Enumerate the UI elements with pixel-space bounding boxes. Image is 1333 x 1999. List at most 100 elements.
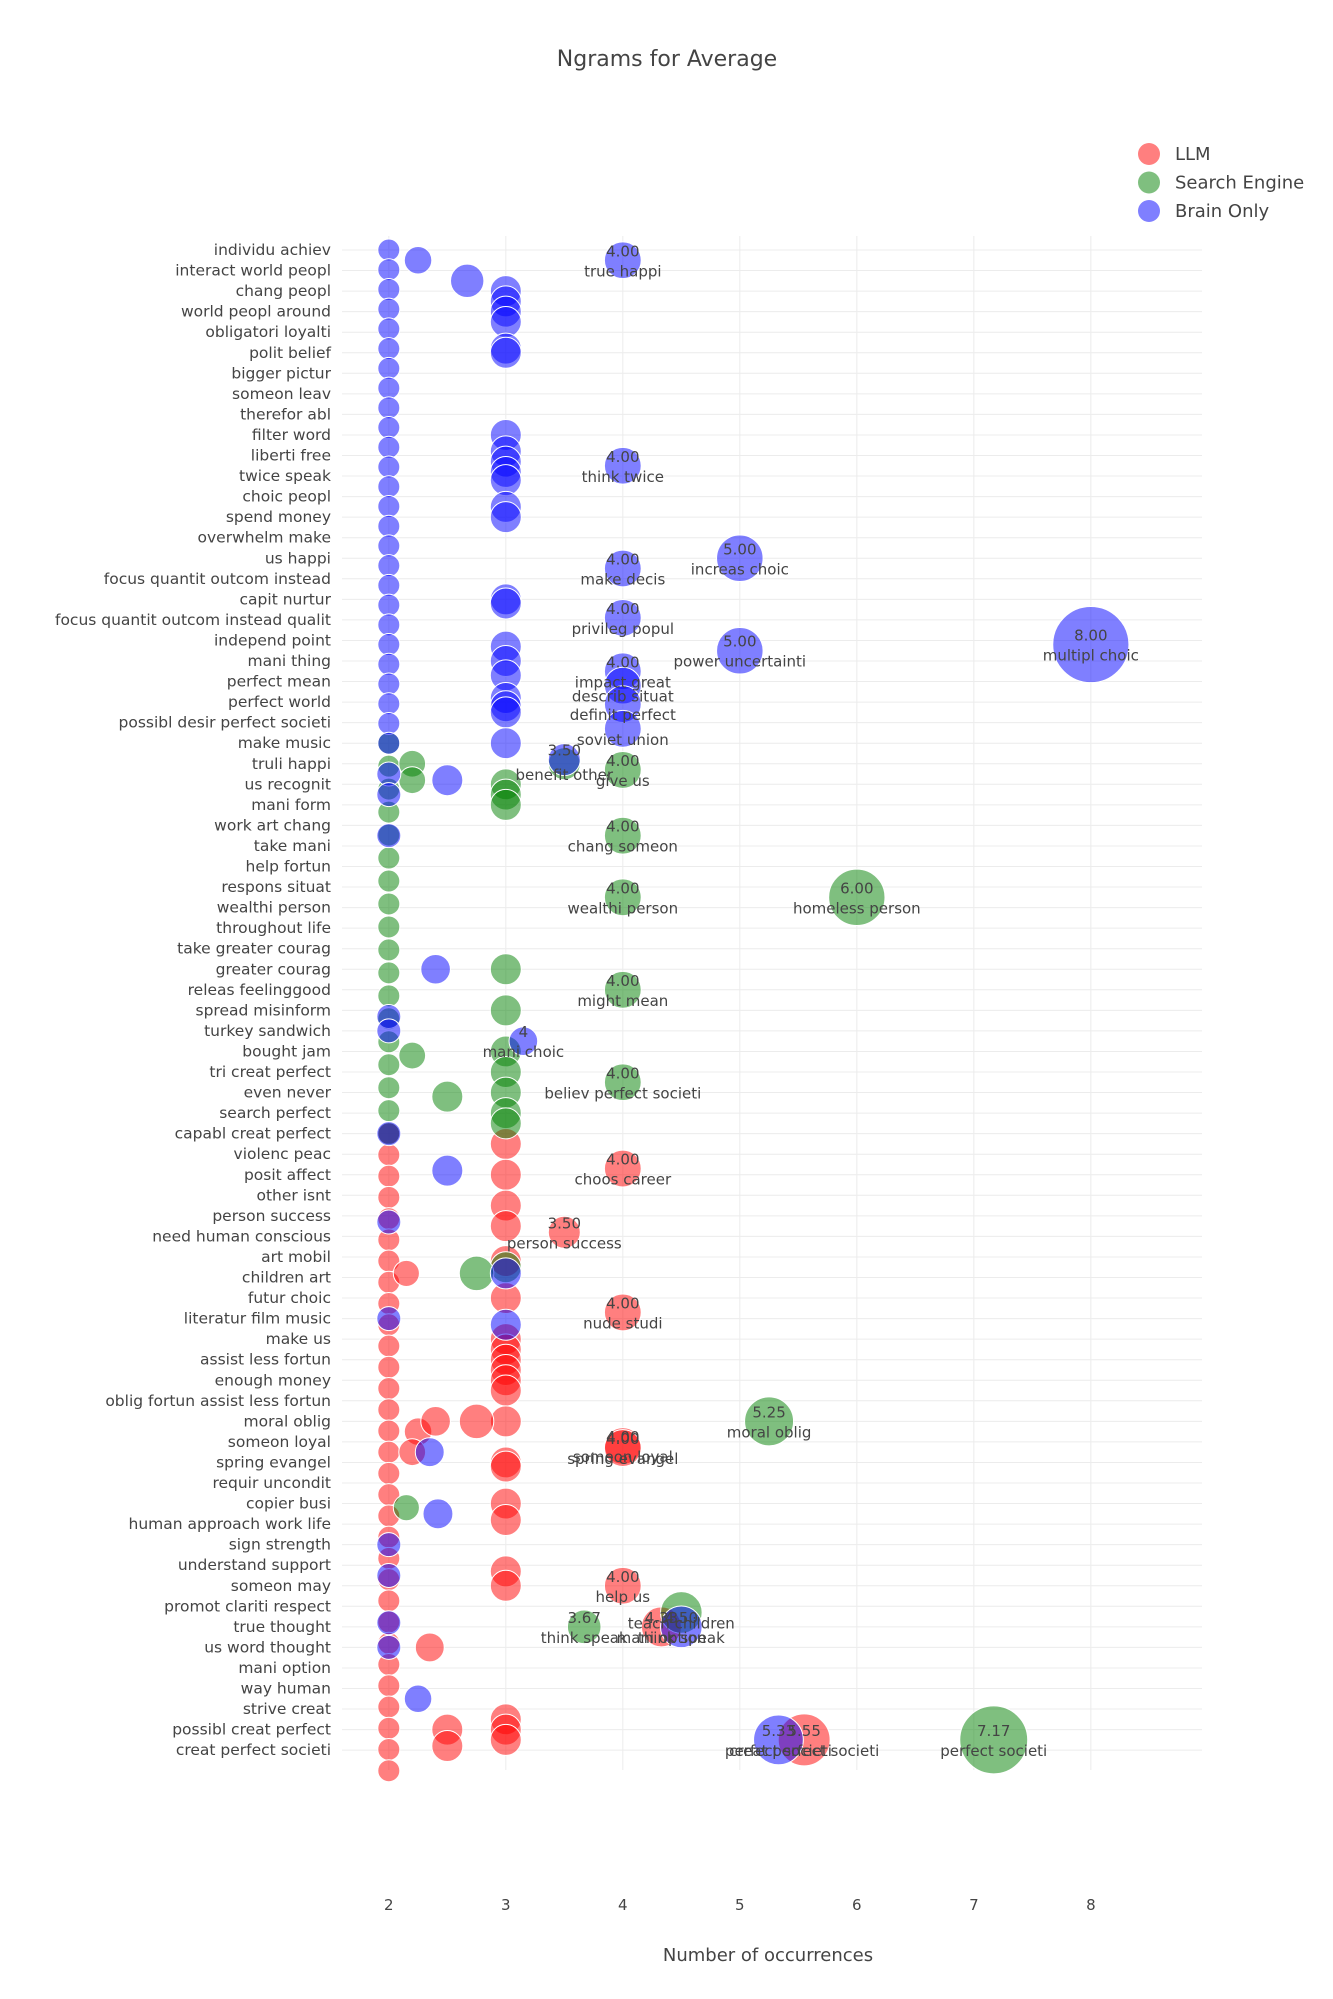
bubble-mark[interactable]: [431, 1730, 464, 1763]
bubble-mark[interactable]: [377, 396, 401, 420]
bubble-mark[interactable]: [377, 1185, 401, 1209]
bubble-mark[interactable]: [489, 336, 522, 369]
bubble-mark[interactable]: [377, 534, 401, 558]
bubble-mark[interactable]: [377, 1053, 401, 1077]
bubble-mark[interactable]: [377, 1099, 401, 1123]
bubble-mark[interactable]: [376, 1610, 402, 1636]
bubble-mark[interactable]: [414, 1632, 445, 1663]
bubble-mark[interactable]: [377, 1398, 401, 1422]
bubble-mark[interactable]: [377, 238, 401, 262]
bubble-mark[interactable]: [377, 573, 401, 597]
bubble-mark[interactable]: [377, 1589, 401, 1613]
bubble-mark[interactable]: [377, 376, 401, 400]
bubble-mark[interactable]: [753, 1714, 804, 1766]
bubble-mark[interactable]: [450, 263, 485, 299]
bubble-mark[interactable]: [422, 1498, 454, 1530]
bubble-mark[interactable]: [398, 766, 427, 795]
bubble-mark[interactable]: [603, 970, 642, 1009]
bubble-mark[interactable]: [431, 764, 464, 797]
bubble-mark[interactable]: [377, 1164, 401, 1188]
bubble-mark[interactable]: [377, 337, 401, 361]
bubble-mark[interactable]: [377, 1461, 401, 1485]
bubble-mark[interactable]: [376, 782, 402, 808]
bubble-mark[interactable]: [458, 1255, 495, 1292]
bubble-mark[interactable]: [377, 915, 401, 939]
bubble-mark[interactable]: [603, 1566, 642, 1605]
bubble-mark[interactable]: [377, 1419, 401, 1443]
bubble-mark[interactable]: [489, 1107, 522, 1140]
bubble-mark[interactable]: [377, 633, 401, 657]
bubble-mark[interactable]: [1052, 605, 1130, 684]
bubble-mark[interactable]: [392, 1259, 420, 1287]
bubble-mark[interactable]: [603, 816, 642, 855]
bubble-mark[interactable]: [547, 1215, 581, 1249]
bubble-mark[interactable]: [508, 1026, 539, 1056]
bubble-mark[interactable]: [489, 994, 522, 1027]
bubble-mark[interactable]: [603, 1429, 642, 1467]
bubble-mark[interactable]: [377, 984, 401, 1008]
bubble-mark[interactable]: [398, 1041, 427, 1070]
bubble-mark[interactable]: [377, 1355, 401, 1379]
bubble-mark[interactable]: [489, 1450, 522, 1483]
bubble-mark[interactable]: [603, 598, 642, 637]
bubble-mark[interactable]: [603, 446, 642, 485]
bubble-mark[interactable]: [377, 892, 401, 916]
bubble-mark[interactable]: [377, 277, 401, 301]
bubble-mark[interactable]: [377, 1695, 401, 1719]
bubble-mark[interactable]: [377, 1376, 401, 1400]
bubble-mark[interactable]: [376, 1634, 402, 1660]
bubble-mark[interactable]: [377, 846, 401, 870]
bubble-mark[interactable]: [377, 672, 401, 696]
bubble-mark[interactable]: [376, 1562, 402, 1588]
bubble-mark[interactable]: [716, 626, 764, 675]
bubble-mark[interactable]: [377, 692, 401, 716]
bubble-mark[interactable]: [377, 1143, 401, 1167]
bubble-mark[interactable]: [377, 731, 401, 755]
bubble-mark[interactable]: [489, 1569, 522, 1602]
bubble-mark[interactable]: [403, 246, 433, 275]
legend-marker[interactable]: [1138, 171, 1160, 194]
bubble-mark[interactable]: [377, 1334, 401, 1358]
bubble-mark[interactable]: [603, 1149, 642, 1188]
bubble-mark[interactable]: [489, 788, 522, 821]
bubble-mark[interactable]: [489, 1257, 522, 1290]
legend-label[interactable]: Search Engine: [1175, 173, 1304, 194]
bubble-mark[interactable]: [566, 1609, 602, 1645]
bubble-mark[interactable]: [377, 297, 401, 321]
bubble-mark[interactable]: [377, 494, 401, 518]
bubble-mark[interactable]: [377, 455, 401, 479]
bubble-mark[interactable]: [377, 1716, 401, 1740]
bubble-mark[interactable]: [377, 1759, 401, 1783]
bubble-mark[interactable]: [603, 549, 642, 588]
bubble-mark[interactable]: [376, 1209, 402, 1235]
bubble-mark[interactable]: [603, 241, 642, 280]
bubble-mark[interactable]: [489, 1405, 522, 1438]
bubble-mark[interactable]: [377, 514, 401, 538]
bubble-mark[interactable]: [377, 938, 401, 962]
bubble-mark[interactable]: [489, 953, 522, 986]
bubble-mark[interactable]: [603, 751, 642, 789]
bubble-mark[interactable]: [377, 435, 401, 459]
bubble-mark[interactable]: [377, 961, 401, 985]
bubble-mark[interactable]: [377, 317, 401, 341]
bubble-mark[interactable]: [489, 1723, 522, 1756]
bubble-mark[interactable]: [489, 1210, 522, 1243]
bubble-mark[interactable]: [603, 1293, 642, 1332]
legend-label[interactable]: Brain Only: [1175, 201, 1269, 222]
bubble-mark[interactable]: [458, 1403, 495, 1440]
bubble-mark[interactable]: [489, 1504, 522, 1536]
bubble-mark[interactable]: [603, 1063, 642, 1102]
bubble-mark[interactable]: [489, 1158, 522, 1191]
bubble-mark[interactable]: [377, 416, 401, 440]
bubble-mark[interactable]: [489, 696, 522, 729]
bubble-mark[interactable]: [377, 258, 401, 282]
bubble-mark[interactable]: [377, 554, 401, 578]
bubble-mark[interactable]: [376, 823, 402, 849]
bubble-mark[interactable]: [489, 501, 522, 534]
bubble-mark[interactable]: [377, 652, 401, 676]
bubble-mark[interactable]: [489, 1308, 522, 1341]
bubble-mark[interactable]: [376, 1018, 402, 1044]
bubble-mark[interactable]: [377, 356, 401, 380]
bubble-mark[interactable]: [377, 1076, 401, 1100]
bubble-mark[interactable]: [431, 1154, 464, 1187]
